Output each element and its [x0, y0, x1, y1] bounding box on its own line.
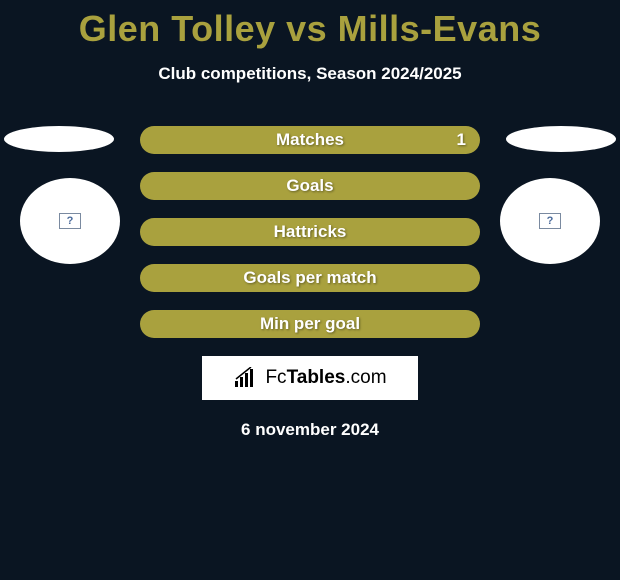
page-subtitle: Club competitions, Season 2024/2025 [0, 64, 620, 84]
page-title: Glen Tolley vs Mills-Evans [0, 0, 620, 50]
player-right-ellipse [506, 126, 616, 152]
stat-value: 1 [457, 130, 466, 150]
player-right-avatar: ? [500, 178, 600, 264]
brand-text: FcTables.com [265, 367, 386, 389]
stat-label: Matches [276, 130, 344, 150]
comparison-content: ? ? Matches 1 Goals Hattricks Goals per … [0, 126, 620, 440]
stat-bar-gpm: Goals per match [140, 264, 480, 292]
brand-logo: FcTables.com [233, 367, 386, 389]
stat-bar-mpg: Min per goal [140, 310, 480, 338]
footer-date: 6 november 2024 [0, 420, 620, 440]
bars-chart-icon [233, 367, 261, 389]
player-left-avatar: ? [20, 178, 120, 264]
stat-bars: Matches 1 Goals Hattricks Goals per matc… [140, 126, 480, 338]
stat-bar-matches: Matches 1 [140, 126, 480, 154]
stat-label: Min per goal [260, 314, 360, 334]
player-left-ellipse [4, 126, 114, 152]
brand-logo-box: FcTables.com [202, 356, 418, 400]
stat-bar-goals: Goals [140, 172, 480, 200]
stat-label: Hattricks [274, 222, 347, 242]
stat-label: Goals [286, 176, 333, 196]
unknown-badge-icon: ? [59, 213, 81, 229]
stat-label: Goals per match [243, 268, 376, 288]
unknown-badge-icon: ? [539, 213, 561, 229]
stat-bar-hattricks: Hattricks [140, 218, 480, 246]
